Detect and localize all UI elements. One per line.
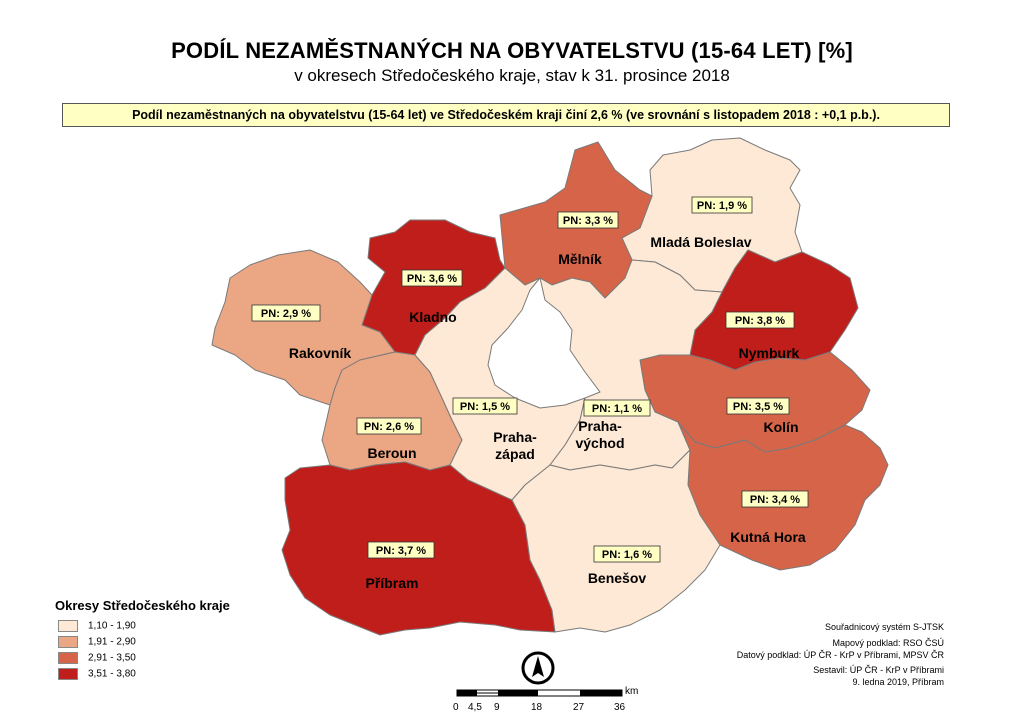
credit-map-source: Mapový podklad: RSO ČSÚ: [832, 638, 944, 648]
scale-tick: 9: [494, 702, 500, 713]
district-region: [211, 249, 396, 406]
scale-bar: [456, 689, 623, 697]
legend-item: 1,91 - 2,90: [58, 636, 136, 648]
legend-item: 2,91 - 3,50: [58, 652, 136, 664]
district-name: Praha-: [493, 429, 537, 445]
scale-tick: 18: [531, 702, 543, 713]
legend-label: 3,51 - 3,80: [88, 668, 136, 680]
legend-label: 1,91 - 2,90: [88, 636, 136, 648]
district-name: Kladno: [409, 309, 456, 325]
district-region: [539, 259, 723, 471]
district-name: Kolín: [764, 419, 799, 435]
value-label: PN: 3,4 %: [750, 494, 800, 506]
district-name: východ: [575, 435, 624, 451]
value-label: PN: 1,1 %: [592, 403, 642, 415]
legend-swatch: [58, 620, 78, 632]
district-region: [511, 449, 721, 633]
value-label: PN: 1,9 %: [697, 200, 747, 212]
summary-info-box: Podíl nezaměstnaných na obyvatelstvu (15…: [62, 103, 950, 127]
value-label-box: [356, 417, 422, 435]
scale-unit: km: [625, 686, 639, 697]
district-regions: [211, 137, 889, 636]
scale-tick: 36: [614, 702, 626, 713]
value-label-box: [251, 304, 321, 322]
legend-title: Okresy Středočeského kraje: [55, 598, 230, 613]
value-label: PN: 3,8 %: [735, 315, 785, 327]
legend-swatch: [58, 668, 78, 680]
value-label: PN: 3,3 %: [563, 215, 613, 227]
value-label: PN: 1,6 %: [602, 549, 652, 561]
district-name: Mladá Boleslav: [650, 234, 751, 250]
district-name: Příbram: [366, 575, 419, 591]
district-name: Rakovník: [289, 345, 351, 361]
district-name: Beroun: [368, 445, 417, 461]
value-label: PN: 1,5 %: [460, 401, 510, 413]
value-label-box: [401, 269, 463, 287]
credit-crs: Souřadnicový systém S-JTSK: [824, 622, 944, 632]
district-name: Mělník: [558, 251, 602, 267]
legend-item: 3,51 - 3,80: [58, 668, 136, 680]
value-label-box: [367, 541, 435, 559]
scale-tick: 0: [453, 702, 459, 713]
scale-tick: 27: [573, 702, 585, 713]
map-title: PODÍL NEZAMĚSTNANÝCH NA OBYVATELSTVU (15…: [171, 38, 853, 63]
value-label: PN: 2,6 %: [364, 421, 414, 433]
value-label-box: [726, 397, 790, 415]
value-label-box: [593, 545, 661, 563]
legend-swatch: [58, 652, 78, 664]
district-labels: PN: 1,9 % Mladá Boleslav PN: 3,3 % Mělník PN…: [251, 196, 809, 591]
credit-compiled: Sestavil: ÚP ČR - KrP v Příbrami: [813, 665, 944, 675]
scale-tick: 4,5: [468, 702, 482, 713]
map-subtitle: v okresech Středočeského kraje, stav k 3…: [294, 66, 730, 85]
district-name: západ: [495, 446, 535, 462]
value-label-box: [452, 397, 518, 415]
value-label-box: [583, 399, 651, 417]
credit-data-source: Datový podklad: ÚP ČR - KrP v Příbrami, …: [736, 650, 944, 660]
legend-item: 1,10 - 1,90: [58, 620, 136, 632]
value-label-box: [691, 196, 753, 214]
value-label: PN: 3,7 %: [376, 545, 426, 557]
legend-label: 1,10 - 1,90: [88, 620, 136, 632]
value-label-box: [725, 311, 795, 329]
value-label: PN: 3,5 %: [733, 401, 783, 413]
legend-label: 2,91 - 3,50: [88, 652, 136, 664]
north-arrow-icon: [521, 651, 555, 685]
credit-date: 9. ledna 2019, Příbram: [852, 677, 944, 687]
value-label: PN: 2,9 %: [261, 308, 311, 320]
district-name: Benešov: [588, 570, 647, 586]
district-name: Nymburk: [739, 345, 800, 361]
district-name: Praha-: [578, 418, 622, 434]
value-label-box: [557, 211, 619, 229]
district-name: Kutná Hora: [730, 529, 806, 545]
value-label-box: [741, 490, 809, 508]
legend-swatch: [58, 636, 78, 648]
value-label: PN: 3,6 %: [407, 273, 457, 285]
